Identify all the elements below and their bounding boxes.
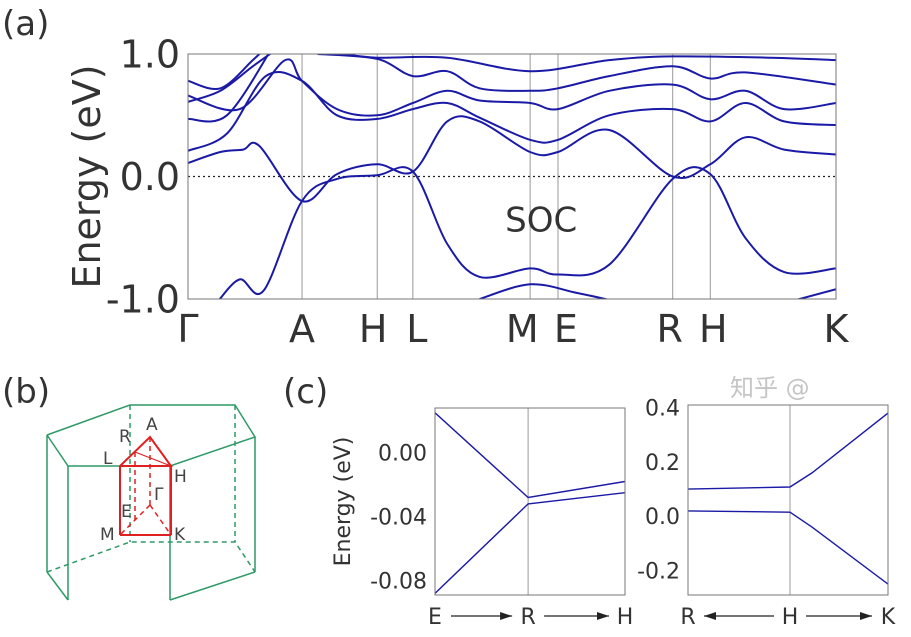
bz-label-R: R bbox=[119, 427, 131, 447]
y-tick-label: -1.0 bbox=[106, 278, 180, 322]
y-axis-label: Energy (eV) bbox=[331, 437, 356, 567]
band-line-band8 bbox=[317, 54, 836, 92]
band-line-upper bbox=[688, 412, 888, 490]
panel-label-b: (b) bbox=[2, 372, 51, 412]
kpoint-label: R bbox=[656, 307, 682, 351]
panel-label-a: (a) bbox=[2, 4, 50, 44]
band-line-lower bbox=[435, 492, 625, 594]
y-tick-label: -0.04 bbox=[370, 506, 427, 531]
y-tick-label: 0.00 bbox=[378, 442, 427, 467]
kpoint-label: E bbox=[428, 605, 442, 630]
band-line-band2 bbox=[188, 115, 836, 203]
y-tick-label: 1.0 bbox=[120, 33, 180, 77]
kpoint-label: L bbox=[406, 307, 427, 351]
y-tick-label: 0.4 bbox=[645, 397, 680, 422]
bz-label-E: E bbox=[121, 502, 132, 522]
band-line-band1 bbox=[218, 166, 836, 299]
band-line-band4 bbox=[188, 54, 270, 123]
band-line-band5 bbox=[188, 54, 272, 103]
panel-label-c: (c) bbox=[283, 372, 329, 412]
plot-frame bbox=[434, 407, 626, 596]
band-line-band9 bbox=[343, 54, 836, 73]
plot-frame bbox=[687, 404, 889, 596]
bz-label-K: K bbox=[174, 525, 186, 545]
bz-label-M: M bbox=[100, 525, 115, 545]
kpoint-label: H bbox=[782, 605, 799, 630]
bz-label-A: A bbox=[146, 415, 158, 435]
soc-annotation: SOC bbox=[505, 201, 577, 241]
y-axis-label: Energy (eV) bbox=[65, 64, 109, 288]
kpoint-label: H bbox=[617, 605, 634, 630]
kpoint-label: H bbox=[359, 307, 388, 351]
bz-label-H: H bbox=[174, 467, 187, 487]
kpoint-label: H bbox=[699, 307, 728, 351]
y-tick-label: 0.0 bbox=[120, 155, 180, 199]
y-tick-label: -0.08 bbox=[370, 570, 427, 595]
y-tick-label: 0.0 bbox=[645, 505, 680, 530]
kpoint-label: E bbox=[554, 307, 578, 351]
path-arrowhead bbox=[860, 612, 872, 620]
band-line-band11 bbox=[795, 288, 836, 299]
kpoint-label: A bbox=[289, 307, 315, 351]
band-line-band7 bbox=[188, 54, 261, 91]
kpoint-label: M bbox=[506, 307, 539, 351]
band-line-band3 bbox=[188, 71, 836, 152]
bz-label-L: L bbox=[103, 449, 113, 469]
plot-frame bbox=[187, 53, 837, 300]
band-line-upper bbox=[435, 412, 625, 499]
kpoint-label: K bbox=[824, 307, 850, 351]
kpoint-label: Γ bbox=[177, 307, 198, 351]
watermark: 知乎 @ bbox=[730, 374, 810, 402]
path-arrowhead bbox=[597, 612, 609, 620]
y-tick-label: -0.2 bbox=[637, 559, 680, 584]
kpoint-label: R bbox=[520, 605, 535, 630]
kpoint-label: K bbox=[881, 605, 896, 630]
kpoint-label: R bbox=[680, 605, 695, 630]
path-arrowhead bbox=[500, 612, 513, 620]
band-line-band10 bbox=[479, 283, 610, 299]
y-tick-label: 0.2 bbox=[645, 451, 680, 476]
path-arrowhead bbox=[704, 612, 716, 620]
bz-label-Gamma: Γ bbox=[154, 485, 164, 505]
band-line-band6 bbox=[188, 58, 836, 117]
band-line-lower bbox=[688, 510, 888, 585]
